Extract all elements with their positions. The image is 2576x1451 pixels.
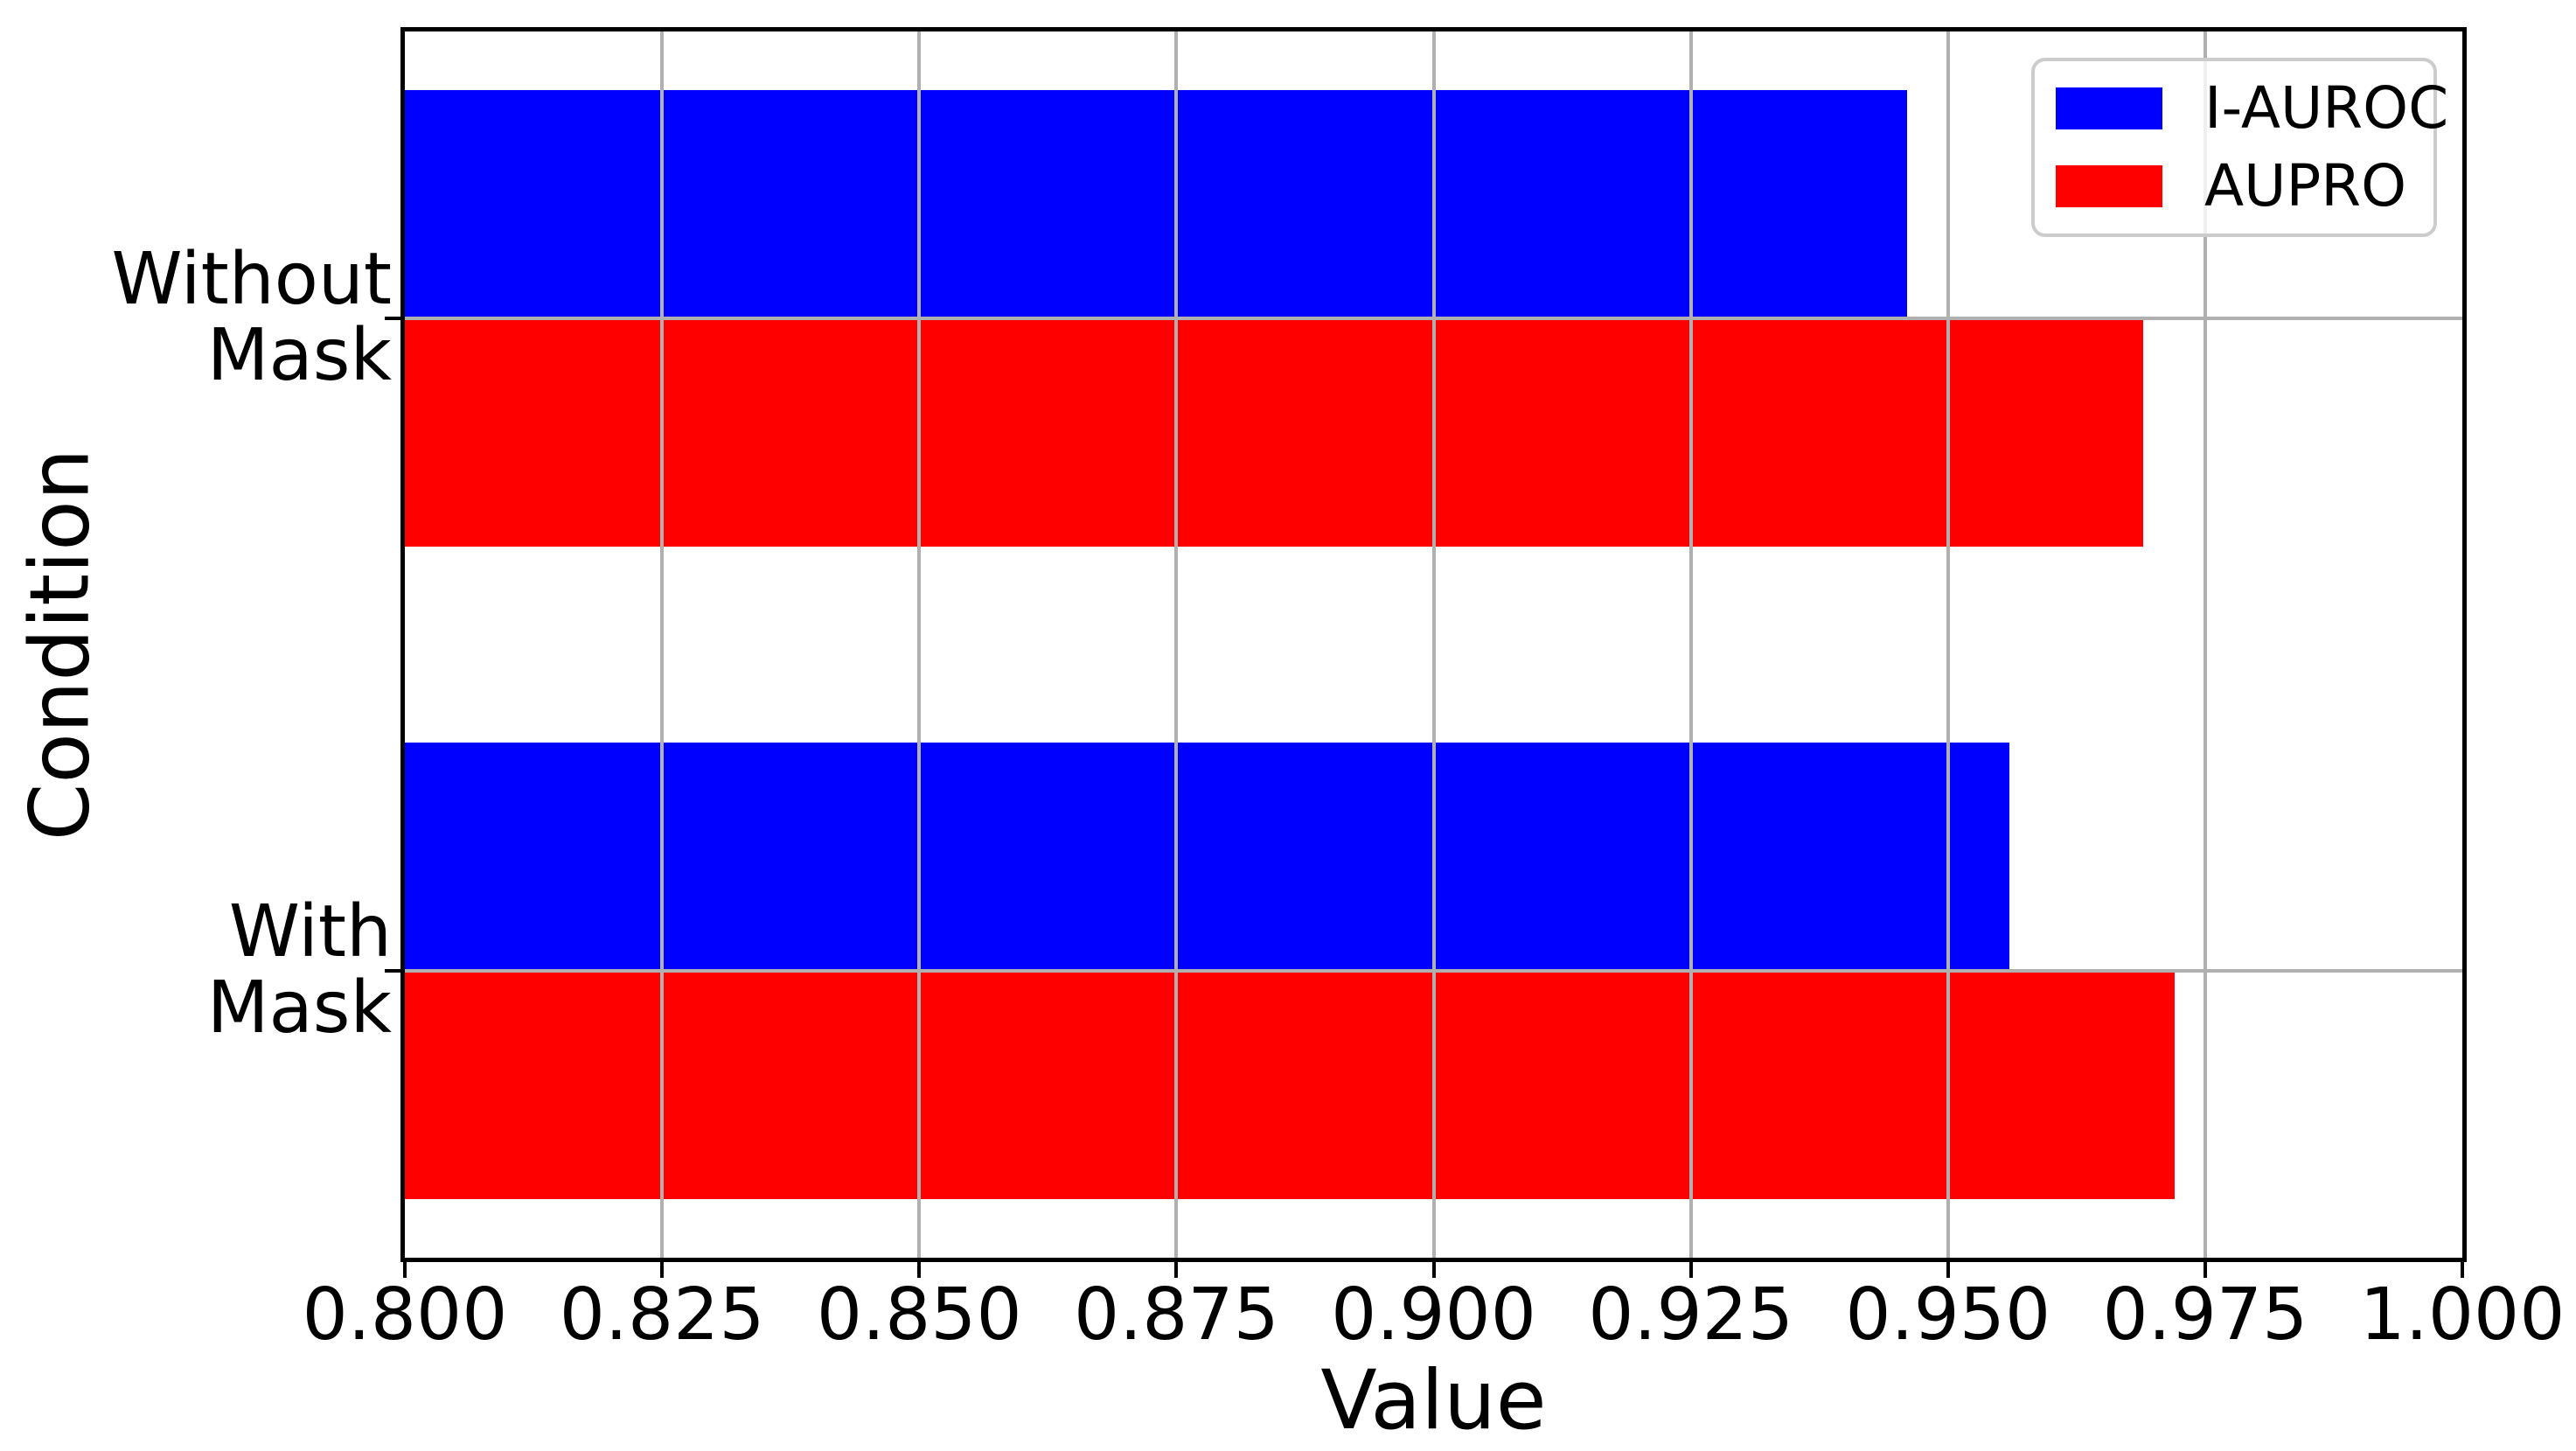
legend-item-aupro: AUPRO	[2056, 151, 2433, 220]
gridline-y-0	[405, 317, 2462, 321]
y-tick-mark-1	[385, 968, 400, 973]
grid-layer	[405, 31, 2462, 1258]
gridline-x-0.875	[1174, 31, 1179, 1258]
y-axis-label: Condition	[12, 448, 108, 841]
gridline-y-1	[405, 968, 2462, 973]
plot-area	[400, 27, 2467, 1262]
gridline-x-0.925	[1688, 31, 1693, 1258]
gridline-x-0.825	[660, 31, 665, 1258]
legend-swatch-i-auroc	[2056, 87, 2162, 130]
x-tick-mark-1.000	[2461, 1262, 2464, 1278]
bar-i-auroc-0	[405, 90, 1907, 319]
legend-swatch-aupro	[2056, 164, 2162, 207]
x-tick-label-0.975: 0.975	[2102, 1273, 2308, 1357]
legend-label-aupro: AUPRO	[2204, 151, 2407, 220]
gridline-x-0.900	[1431, 31, 1436, 1258]
bar-aupro-0	[405, 318, 2144, 548]
x-tick-mark-0.875	[1174, 1262, 1179, 1278]
bars-layer	[405, 31, 2462, 1258]
x-tick-label-1.000: 1.000	[2359, 1273, 2566, 1357]
x-tick-mark-0.975	[2203, 1262, 2207, 1278]
x-axis-label: Value	[1320, 1353, 1547, 1448]
category-label-0: Without Mask	[111, 238, 392, 398]
x-tick-mark-0.900	[1431, 1262, 1436, 1278]
gridline-x-0.975	[2203, 31, 2207, 1258]
gridline-x-0.950	[1946, 31, 1950, 1258]
x-tick-label-0.875: 0.875	[1074, 1273, 1279, 1357]
x-tick-mark-0.825	[660, 1262, 665, 1278]
x-tick-label-0.825: 0.825	[559, 1273, 765, 1357]
y-tick-mark-0	[385, 317, 400, 321]
bar-aupro-1	[405, 970, 2175, 1199]
x-tick-mark-0.950	[1946, 1262, 1950, 1278]
legend: I-AUROC AUPRO	[2031, 58, 2448, 237]
x-tick-label-0.900: 0.900	[1331, 1273, 1536, 1357]
x-tick-label-0.925: 0.925	[1588, 1273, 1793, 1357]
x-tick-label-0.950: 0.950	[1845, 1273, 2051, 1357]
x-tick-mark-0.925	[1688, 1262, 1693, 1278]
x-tick-mark-0.800	[403, 1262, 407, 1278]
gridline-x-0.850	[917, 31, 922, 1258]
x-tick-label-0.850: 0.850	[816, 1273, 1022, 1357]
legend-item-i-auroc: I-AUROC	[2056, 76, 2448, 141]
x-tick-mark-0.850	[917, 1262, 922, 1278]
bar-i-auroc-1	[405, 742, 2010, 971]
x-tick-label-0.800: 0.800	[302, 1273, 508, 1357]
category-label-1: With Mask	[206, 889, 392, 1050]
legend-label-i-auroc: I-AUROC	[2204, 73, 2449, 142]
